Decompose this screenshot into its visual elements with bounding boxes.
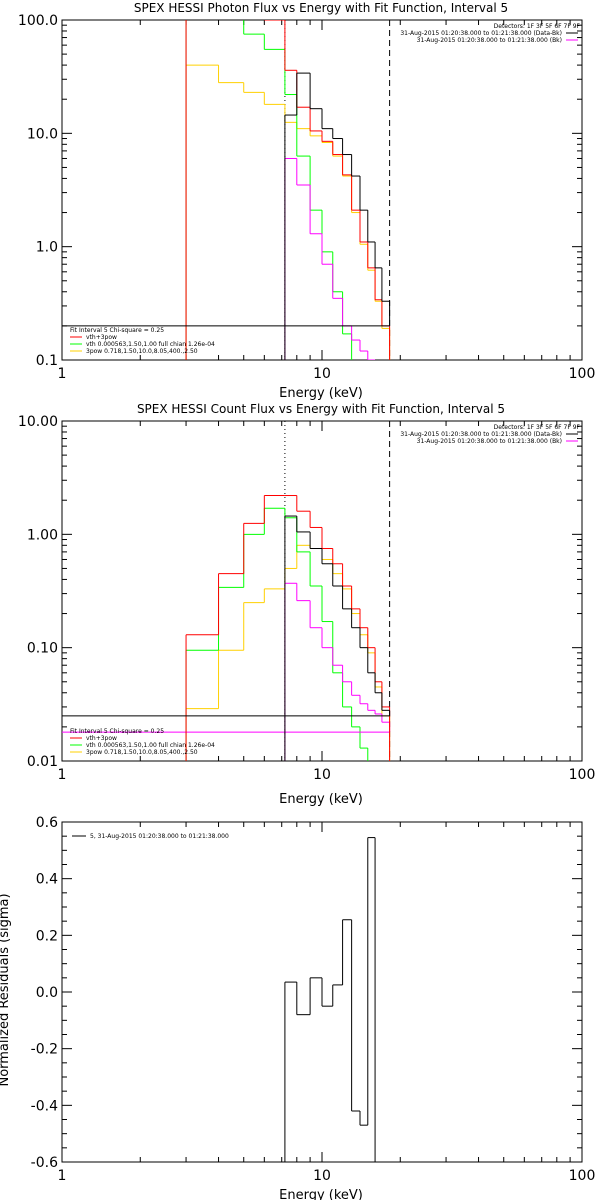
residuals-xlabel: Energy (keV)	[279, 1188, 363, 1200]
count-flux-panel: SPEX HESSI Count Flux vs Energy with Fit…	[18, 402, 596, 807]
header-text: Detectors: 1F 3F 5F 6F 7F 9F	[494, 23, 581, 30]
x-tick-label: 1	[58, 767, 67, 783]
x-tick-label: 100	[569, 767, 596, 783]
photon-flux-panel: SPEX HESSI Photon Flux vs Energy with Fi…	[18, 1, 596, 401]
fit-legend-text: Fit Interval 5 Chi-square = 0.25	[70, 728, 164, 735]
x-tick-label: 1	[58, 1168, 67, 1184]
y-tick-label: -0.6	[31, 1155, 58, 1171]
header-text: 31-Aug-2015 01:20:38.000 to 01:21:38.000…	[417, 438, 562, 445]
series-data	[62, 515, 391, 761]
header-text: Detectors: 1F 3F 5F 6F 7F 9F	[494, 424, 581, 431]
residuals-ylabel: Normalized Residuals (sigma)	[0, 893, 12, 1086]
residual-legend-text: 5, 31-Aug-2015 01:20:38.000 to 01:21:38.…	[90, 833, 229, 840]
plot-frame	[61, 19, 583, 361]
fit-legend-text: Fit Interval 5 Chi-square = 0.25	[70, 327, 164, 334]
y-tick-label: -0.2	[31, 1042, 58, 1058]
x-tick-label: 100	[569, 366, 596, 382]
x-tick-label: 10	[313, 767, 331, 783]
y-tick-label: 0.0	[36, 985, 58, 1001]
y-tick-label: 0.2	[36, 928, 58, 944]
y-tick-label: 10.0	[27, 126, 58, 142]
y-tick-label: 0.4	[36, 872, 58, 888]
count-flux-xlabel: Energy (keV)	[279, 792, 363, 807]
y-tick-label: 100.0	[18, 13, 58, 29]
x-tick-label: 10	[313, 366, 331, 382]
plot-area	[62, 421, 391, 761]
y-tick-label: -0.4	[31, 1098, 58, 1114]
photon-flux-xlabel: Energy (keV)	[279, 386, 363, 401]
fit-legend-text: 3pow 0.718,1.50,10.0,8.05,400.,2.50	[86, 749, 198, 756]
plot-area	[62, 20, 391, 360]
x-tick-label: 1	[58, 366, 67, 382]
photon-flux-title: SPEX HESSI Photon Flux vs Energy with Fi…	[134, 1, 508, 15]
header-text: 31-Aug-2015 01:20:38.000 to 01:21:38.000…	[417, 37, 562, 44]
header-text: 31-Aug-2015 01:20:38.000 to 01:21:38.000…	[400, 30, 562, 37]
x-tick-label: 100	[569, 1168, 596, 1184]
fit-legend-text: vth+3pow	[86, 735, 117, 742]
y-tick-label: 1.00	[27, 527, 58, 543]
fit-legend-text: vth 0.000563,1.50,1.00 full chian 1.26e-…	[86, 742, 215, 749]
fit-legend-text: vth 0.000563,1.50,1.00 full chian 1.26e-…	[86, 341, 215, 348]
y-tick-label: 10.00	[18, 414, 58, 430]
series-3pow	[185, 64, 391, 360]
y-tick-label: 1.0	[36, 240, 58, 256]
plot-area	[284, 837, 376, 1162]
y-tick-label: 0.6	[36, 815, 58, 831]
fit-legend-text: vth+3pow	[86, 334, 117, 341]
x-tick-label: 10	[313, 1168, 331, 1184]
residuals-panel: Energy (keV) Normalized Residuals (sigma…	[0, 815, 595, 1200]
series-total	[185, 20, 391, 360]
header-text: 31-Aug-2015 01:20:38.000 to 01:21:38.000…	[400, 431, 562, 438]
series-total	[185, 495, 391, 761]
series-3pow	[185, 544, 391, 761]
series-residuals	[284, 837, 376, 1162]
series-vth	[185, 20, 353, 360]
series-vth	[185, 507, 369, 761]
y-tick-label: 0.01	[27, 754, 58, 770]
fit-legend-text: 3pow 0.718,1.50,10.0,8.05,400.,2.50	[86, 348, 198, 355]
series-data	[62, 72, 391, 360]
count-flux-title: SPEX HESSI Count Flux vs Energy with Fit…	[137, 402, 505, 416]
y-tick-label: 0.10	[27, 641, 58, 657]
y-tick-label: 0.1	[36, 353, 58, 369]
